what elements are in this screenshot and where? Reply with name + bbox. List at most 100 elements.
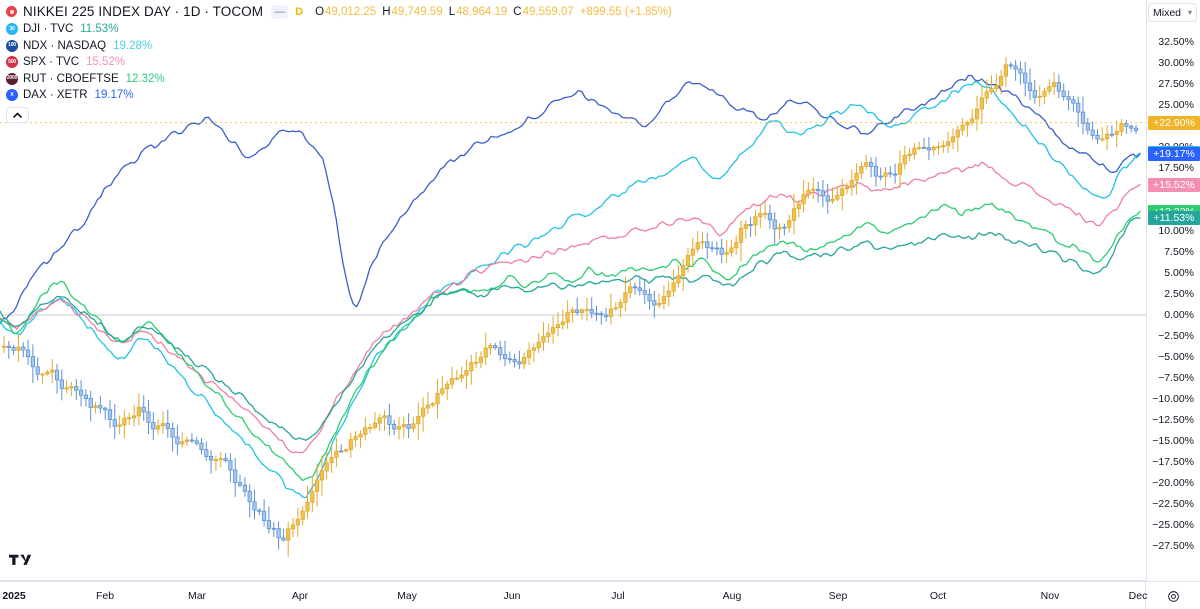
candle-body bbox=[1090, 129, 1095, 136]
candle-body bbox=[189, 439, 194, 442]
candle-body bbox=[117, 424, 122, 427]
candle-body bbox=[194, 440, 199, 444]
price-axis-tick: 32.50% bbox=[1158, 36, 1194, 48]
candle-body bbox=[64, 387, 69, 390]
candle-body bbox=[628, 286, 633, 294]
chart-settings-button[interactable] bbox=[1146, 582, 1200, 609]
candle-body bbox=[738, 227, 744, 243]
candle-body bbox=[233, 469, 238, 483]
candle-body bbox=[16, 346, 21, 351]
candle-body bbox=[926, 147, 932, 151]
candle-body bbox=[1061, 90, 1066, 97]
candle-body bbox=[218, 458, 223, 461]
legend-row-rut[interactable]: 2000 RUT · CBOEFTSE 12.32% bbox=[6, 71, 672, 88]
candle-body bbox=[204, 449, 209, 457]
chart-style-chip[interactable]: — bbox=[271, 4, 289, 19]
candle-body bbox=[767, 212, 773, 221]
candle-body bbox=[21, 346, 26, 351]
candle-body bbox=[35, 366, 40, 375]
legend-row-spx[interactable]: 500 SPX · TVC 15.52% bbox=[6, 54, 672, 71]
candle-body bbox=[922, 147, 927, 149]
candle-body bbox=[565, 312, 570, 323]
candle-body bbox=[1109, 133, 1114, 136]
candle-body bbox=[348, 439, 353, 451]
candle-body bbox=[382, 415, 387, 419]
ohlc-close-key: C bbox=[513, 5, 522, 18]
candle-body bbox=[213, 459, 218, 462]
candle-body bbox=[1003, 64, 1009, 77]
candle-body bbox=[478, 356, 484, 363]
price-scale[interactable]: 32.50%30.00%27.50%25.00%22.50%20.00%17.5… bbox=[1146, 0, 1200, 581]
candle-body bbox=[690, 248, 695, 256]
candle-body bbox=[459, 374, 464, 379]
legend-row-ndx[interactable]: 100 NDX · NASDAQ 19.28% bbox=[6, 38, 672, 55]
price-axis-tick: 0.00% bbox=[1164, 309, 1194, 321]
candle-body bbox=[743, 224, 748, 229]
price-axis-tick: 2.50% bbox=[1164, 288, 1194, 300]
candle-body bbox=[290, 524, 296, 530]
time-axis-tick: Feb bbox=[95, 590, 115, 602]
candle-body bbox=[960, 124, 965, 131]
candle-body bbox=[970, 118, 975, 123]
ohlc-low-value: 48,964.19 bbox=[456, 5, 508, 18]
candle-body bbox=[604, 314, 609, 317]
price-axis-last-value-badge[interactable]: +11.53% bbox=[1148, 211, 1200, 226]
price-axis-tick: −12.50% bbox=[1152, 414, 1194, 426]
scale-mode-select[interactable]: Mixed ▾ bbox=[1148, 3, 1197, 22]
legend-collapse-button[interactable] bbox=[6, 106, 29, 123]
candle-body bbox=[271, 527, 276, 530]
candle-body bbox=[69, 386, 74, 389]
chevron-down-icon: ▾ bbox=[1187, 7, 1192, 17]
nikkei-dot-icon bbox=[6, 6, 17, 17]
candle-body bbox=[127, 417, 132, 420]
candle-body bbox=[551, 327, 556, 334]
chevron-up-icon bbox=[13, 112, 22, 118]
chart-pane[interactable] bbox=[0, 0, 1146, 581]
candle-body bbox=[893, 173, 898, 176]
ohlc-values: O49,012.25 H49,749.59 L48,964.19 C49,559.07… bbox=[315, 6, 672, 18]
candle-body bbox=[999, 75, 1004, 86]
candle-body bbox=[199, 442, 204, 450]
time-axis-tick: Dec bbox=[1128, 590, 1148, 602]
time-scale[interactable]: 2025 Feb Mar Apr May Jun Jul Aug Sep Oct Nov Dec bbox=[0, 581, 1200, 609]
page-title: NIKKEI 225 INDEX DAY · 1D · TOCOM bbox=[23, 4, 264, 19]
candle-body bbox=[748, 224, 753, 226]
candle-body bbox=[396, 426, 402, 430]
candle-body bbox=[652, 300, 657, 306]
chart-canvas[interactable] bbox=[0, 0, 1146, 581]
price-axis-last-value-badge[interactable]: +15.52% bbox=[1148, 177, 1200, 192]
price-axis-last-value-badge[interactable]: +19.17% bbox=[1148, 146, 1200, 161]
candle-body bbox=[83, 394, 88, 399]
price-axis-tick: −25.00% bbox=[1152, 519, 1194, 531]
candle-body bbox=[936, 146, 941, 149]
candle-body bbox=[873, 165, 879, 177]
candle-body bbox=[608, 308, 614, 317]
legend-series-name: NDX · NASDAQ bbox=[23, 39, 107, 52]
tradingview-logo[interactable] bbox=[9, 553, 35, 573]
legend-main-row[interactable]: NIKKEI 225 INDEX DAY · 1D · TOCOM — D O4… bbox=[6, 2, 672, 21]
price-axis-last-value-badge[interactable]: +22.90% bbox=[1148, 115, 1200, 130]
candle-body bbox=[1129, 125, 1134, 129]
candle-body bbox=[570, 309, 575, 313]
interval-chip[interactable]: D bbox=[295, 5, 304, 18]
series-line-dji bbox=[0, 217, 1141, 441]
candle-body bbox=[1037, 95, 1042, 98]
legend-series-name: DJI · TVC bbox=[23, 23, 74, 36]
candle-body bbox=[758, 213, 763, 218]
series-badge-icon: 500 bbox=[6, 56, 18, 69]
candle-body bbox=[719, 247, 724, 255]
candle-body bbox=[1076, 102, 1081, 113]
candle-body bbox=[840, 188, 845, 196]
candle-body bbox=[30, 356, 36, 368]
legend-row-dji[interactable]: 30 DJI · TVC 11.53% bbox=[6, 21, 672, 38]
series-line-spx bbox=[0, 161, 1141, 454]
candle-body bbox=[454, 377, 459, 380]
candle-body bbox=[946, 141, 951, 146]
candle-body bbox=[854, 172, 859, 181]
candle-body bbox=[261, 510, 267, 521]
time-axis-tick: Jul bbox=[611, 590, 625, 602]
candle-body bbox=[632, 286, 638, 289]
legend-row-dax[interactable]: X DAX · XETR 19.17% bbox=[6, 87, 672, 104]
candle-body bbox=[228, 460, 233, 471]
legend-series-name: DAX · XETR bbox=[23, 89, 88, 102]
